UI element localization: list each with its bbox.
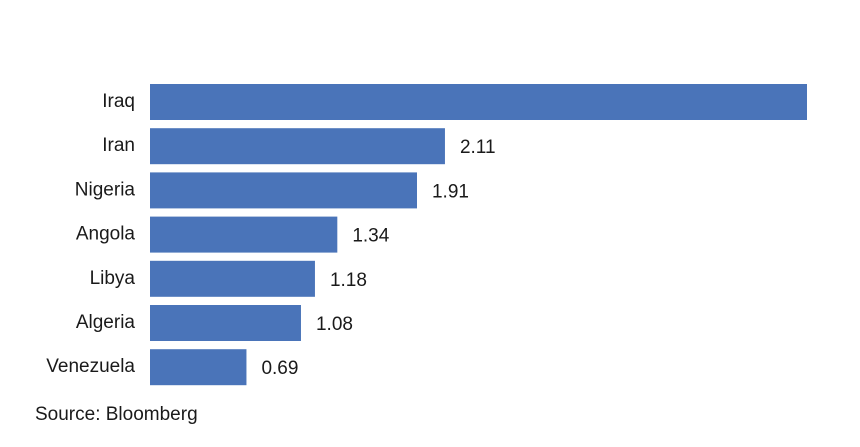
value-label: 1.08: [316, 314, 353, 335]
value-label: 0.69: [261, 358, 298, 379]
bar: [150, 84, 807, 120]
y-tick-label: Angola: [76, 224, 136, 245]
y-tick-label: Nigeria: [75, 179, 136, 200]
source-note: Source: Bloomberg: [35, 404, 198, 425]
y-tick-label: Venezuela: [46, 356, 135, 377]
value-label: 1.18: [330, 270, 367, 291]
y-tick-label: Libya: [90, 268, 136, 289]
bar: [150, 216, 338, 253]
value-label: 1.91: [432, 181, 469, 202]
y-tick-label: Iran: [102, 135, 135, 156]
y-tick-label: Iraq: [102, 91, 135, 112]
bar: [150, 305, 301, 341]
bar: [150, 128, 445, 165]
value-label: 2.11: [460, 137, 496, 158]
value-label: 1.34: [352, 226, 389, 247]
bar: [150, 260, 315, 297]
bar: [150, 349, 247, 386]
y-tick-label: Algeria: [76, 312, 136, 333]
bar: [150, 172, 417, 209]
